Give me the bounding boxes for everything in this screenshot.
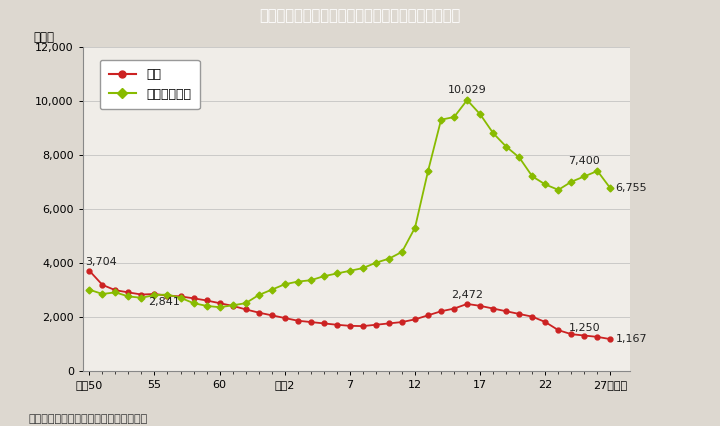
- Legend: 強姦, 強制わいせつ: 強姦, 強制わいせつ: [100, 60, 200, 109]
- Text: 2,841: 2,841: [148, 297, 180, 308]
- Text: 10,029: 10,029: [448, 85, 487, 95]
- Text: Ｉ－５－８図　強姦・強制わいせつ認知件数の推移: Ｉ－５－８図 強姦・強制わいせつ認知件数の推移: [259, 9, 461, 23]
- Text: 1,167: 1,167: [616, 334, 647, 344]
- Text: （備考）警察庁「犯罪統計」より作成。: （備考）警察庁「犯罪統計」より作成。: [29, 414, 148, 424]
- Text: 2,472: 2,472: [451, 290, 483, 300]
- Text: 1,250: 1,250: [569, 323, 600, 333]
- Text: 3,704: 3,704: [86, 257, 117, 267]
- Text: 7,400: 7,400: [569, 156, 600, 166]
- Text: （件）: （件）: [34, 31, 55, 43]
- Text: 6,755: 6,755: [616, 183, 647, 193]
